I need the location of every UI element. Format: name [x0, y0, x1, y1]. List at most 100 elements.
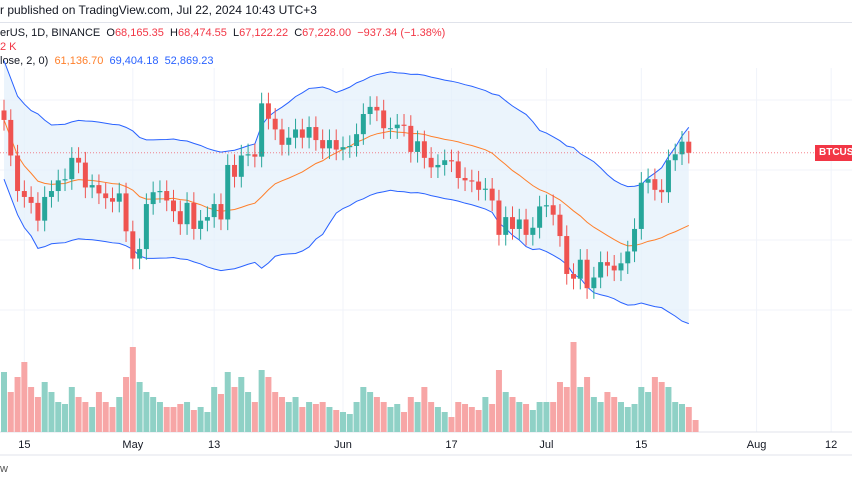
volume-bar	[299, 407, 306, 432]
close-label: C	[294, 27, 303, 39]
candle-body	[245, 154, 251, 156]
candle-body	[326, 140, 332, 149]
candle-body	[679, 141, 685, 155]
volume-bar	[211, 387, 218, 432]
candle-body	[293, 129, 299, 138]
candle-body	[340, 147, 346, 150]
volume-bar	[360, 387, 367, 432]
volume-bar	[611, 397, 618, 432]
candle-body	[496, 200, 502, 235]
volume-bar	[536, 402, 543, 432]
candle-body	[394, 124, 400, 129]
volume-bar	[245, 392, 252, 432]
candle-body	[164, 191, 170, 201]
volume-bar	[645, 392, 652, 432]
volume-bar	[55, 402, 62, 432]
candle-body	[354, 134, 360, 147]
candle-body	[632, 228, 638, 252]
candle-body	[198, 220, 204, 229]
volume-bar	[434, 407, 441, 432]
volume-bar	[319, 402, 326, 432]
volume-bar	[340, 412, 346, 432]
volume-bar	[679, 404, 685, 432]
candle-body	[428, 157, 434, 168]
candle-body	[510, 217, 515, 229]
candle-body	[137, 249, 143, 259]
candle-body	[191, 202, 197, 229]
volume-bar	[604, 392, 611, 432]
volume-bar	[41, 382, 48, 432]
candle-body	[469, 180, 475, 182]
candle-body	[177, 211, 183, 225]
candle-body	[82, 162, 88, 188]
volume-bar	[516, 402, 523, 432]
candle-body	[618, 263, 624, 271]
candle-body	[537, 206, 543, 228]
volume-bar	[597, 402, 604, 432]
open-value: 68,165.35	[114, 27, 164, 39]
candle-body	[103, 193, 109, 199]
candle-body	[571, 273, 577, 279]
volume-bar	[624, 407, 631, 432]
volume-bar	[462, 404, 469, 432]
candle-body	[28, 196, 34, 203]
candle-body	[109, 198, 115, 202]
candle-body	[659, 189, 665, 193]
candle-body	[543, 205, 549, 207]
volume-bar	[231, 387, 238, 432]
x-tick-label: 15	[635, 439, 647, 451]
bb-label[interactable]: lose, 2, 0)	[0, 55, 49, 67]
candle-body	[638, 182, 644, 229]
published-header: r published on TradingView.com, Jul 22, …	[0, 3, 317, 17]
volume-bar	[550, 402, 557, 432]
candle-body	[503, 217, 509, 235]
close-value: 67,228.00	[302, 27, 352, 39]
candle-body	[448, 160, 454, 162]
candle-body	[69, 157, 75, 180]
volume-bar	[272, 392, 279, 432]
candle-body	[367, 106, 373, 115]
candle-body	[598, 262, 604, 278]
candle-body	[408, 125, 414, 152]
x-tick-label: 12	[825, 439, 837, 451]
x-tick-label: 13	[208, 439, 220, 451]
volume-bar	[75, 397, 82, 432]
footer-text: w	[0, 463, 8, 475]
volume-bar	[68, 387, 75, 432]
volume-bar	[401, 412, 408, 432]
candle-body	[42, 196, 48, 221]
candle-body	[625, 251, 631, 264]
x-tick-label: 17	[445, 439, 457, 451]
candle-body	[15, 155, 21, 192]
x-tick-label: Jun	[334, 439, 352, 451]
symbol-label[interactable]: erUS, 1D, BINANCE	[0, 27, 101, 39]
candle-body	[171, 200, 176, 212]
volume-bar	[102, 402, 109, 432]
candle-body	[62, 179, 68, 181]
candle-body	[489, 188, 495, 201]
candle-body	[184, 202, 190, 225]
volume-bar	[1, 372, 7, 432]
volume-bar	[34, 397, 41, 432]
candle-body	[591, 277, 597, 289]
volume-bar	[617, 402, 624, 432]
candle-body	[435, 164, 441, 168]
volume-bar	[495, 370, 502, 432]
volume-bar	[570, 342, 577, 432]
candle-body	[550, 205, 556, 215]
volume-bar	[353, 402, 360, 432]
volume-bar	[312, 404, 319, 432]
volume-bar	[672, 402, 679, 432]
candle-body	[259, 103, 265, 157]
candle-body	[381, 110, 387, 129]
volume-bar	[143, 392, 150, 432]
low-label: L	[233, 27, 240, 39]
x-tick-label: May	[122, 439, 143, 451]
candle-body	[279, 129, 285, 145]
volume-bar	[238, 377, 245, 432]
volume-bar	[170, 407, 177, 432]
volume-bar	[428, 402, 435, 432]
candle-body	[232, 164, 238, 177]
volume-bar	[665, 387, 672, 432]
